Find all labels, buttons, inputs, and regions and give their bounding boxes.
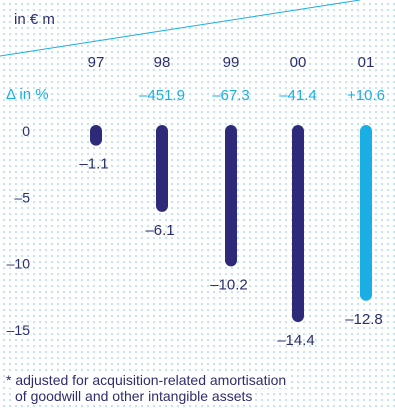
bar-value-label: –1.1: [79, 156, 108, 173]
bar-value-label: –6.1: [145, 222, 174, 239]
bar-00: [292, 125, 304, 323]
footnote-line-2: of goodwill and other intangible assets: [15, 388, 256, 404]
bar-97: [90, 125, 102, 146]
delta-value: –67.3: [212, 87, 250, 104]
trend-line: [0, 0, 361, 57]
x-tick-label: 99: [223, 54, 240, 71]
bar-99: [225, 125, 237, 267]
y-tick-label: –15: [7, 322, 31, 338]
y-tick-label: –5: [14, 189, 30, 205]
bar-98: [156, 125, 168, 212]
x-tick-label: 01: [358, 54, 375, 71]
bar-01: [360, 125, 372, 301]
x-tick-label: 98: [154, 54, 171, 71]
y-tick-label: 0: [22, 123, 30, 139]
x-tick-label: 97: [88, 54, 105, 71]
delta-label: Δ in %: [6, 86, 49, 103]
bar-value-label: –14.4: [277, 332, 315, 349]
delta-value: +10.6: [347, 87, 385, 104]
y-tick-label: –10: [7, 256, 31, 272]
chart: in € m Δ in % 0 –5 –10 –15 97 –1.1 98 –451.9 –6.1 9…: [0, 0, 385, 349]
delta-value: –41.4: [279, 87, 317, 104]
footnote: * adjusted for acquisition-related amort…: [6, 372, 391, 404]
bar-value-label: –12.8: [345, 311, 383, 328]
delta-value: –451.9: [139, 87, 185, 104]
unit-label: in € m: [14, 11, 55, 28]
bar-value-label: –10.2: [210, 276, 248, 293]
footnote-line-1: * adjusted for acquisition-related amort…: [6, 372, 290, 388]
x-tick-label: 00: [290, 54, 307, 71]
